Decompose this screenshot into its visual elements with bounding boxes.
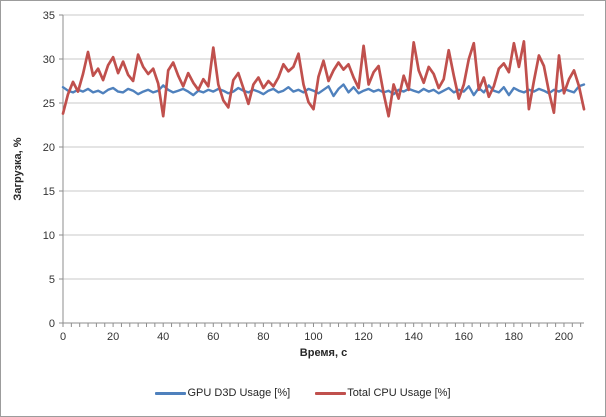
x-axis-title: Время, с	[299, 347, 348, 359]
legend-label-gpu: GPU D3D Usage [%]	[187, 387, 291, 399]
y-axis-tick-label: 0	[49, 318, 55, 330]
x-axis-tick-label: 180	[505, 331, 523, 343]
legend-item-gpu: GPU D3D Usage [%]	[155, 387, 290, 399]
x-axis-tick-label: 0	[60, 331, 66, 343]
x-axis-tick-label: 20	[107, 331, 119, 343]
cpu-series-swatch-icon	[315, 391, 347, 395]
series-line-gpu	[61, 83, 586, 98]
y-axis-tick-label: 15	[43, 186, 55, 198]
x-axis-tick-label: 140	[404, 331, 422, 343]
x-axis-tick-label: 100	[304, 331, 322, 343]
legend-item-cpu: Total CPU Usage [%]	[315, 387, 451, 399]
x-axis-tick-label: 120	[354, 331, 372, 343]
y-axis-tick-label: 35	[43, 10, 55, 22]
y-axis-tick-label: 5	[49, 274, 55, 286]
y-axis-tick-label: 25	[43, 98, 55, 110]
x-axis-tick-label: 160	[455, 331, 473, 343]
y-axis-tick-label: 20	[43, 142, 55, 154]
x-axis-tick-label: 40	[157, 331, 169, 343]
x-axis-tick-label: 80	[257, 331, 269, 343]
y-axis-title: Загрузка, %	[12, 137, 24, 201]
x-axis-tick-label: 200	[555, 331, 573, 343]
legend: GPU D3D Usage [%] Total CPU Usage [%]	[1, 387, 605, 399]
series-line-cpu	[61, 40, 586, 118]
gpu-series-swatch-icon	[155, 391, 187, 395]
y-axis-tick-label: 30	[43, 54, 55, 66]
legend-label-cpu: Total CPU Usage [%]	[347, 387, 451, 399]
x-axis-tick-label: 60	[207, 331, 219, 343]
y-axis-tick-label: 10	[43, 230, 55, 242]
